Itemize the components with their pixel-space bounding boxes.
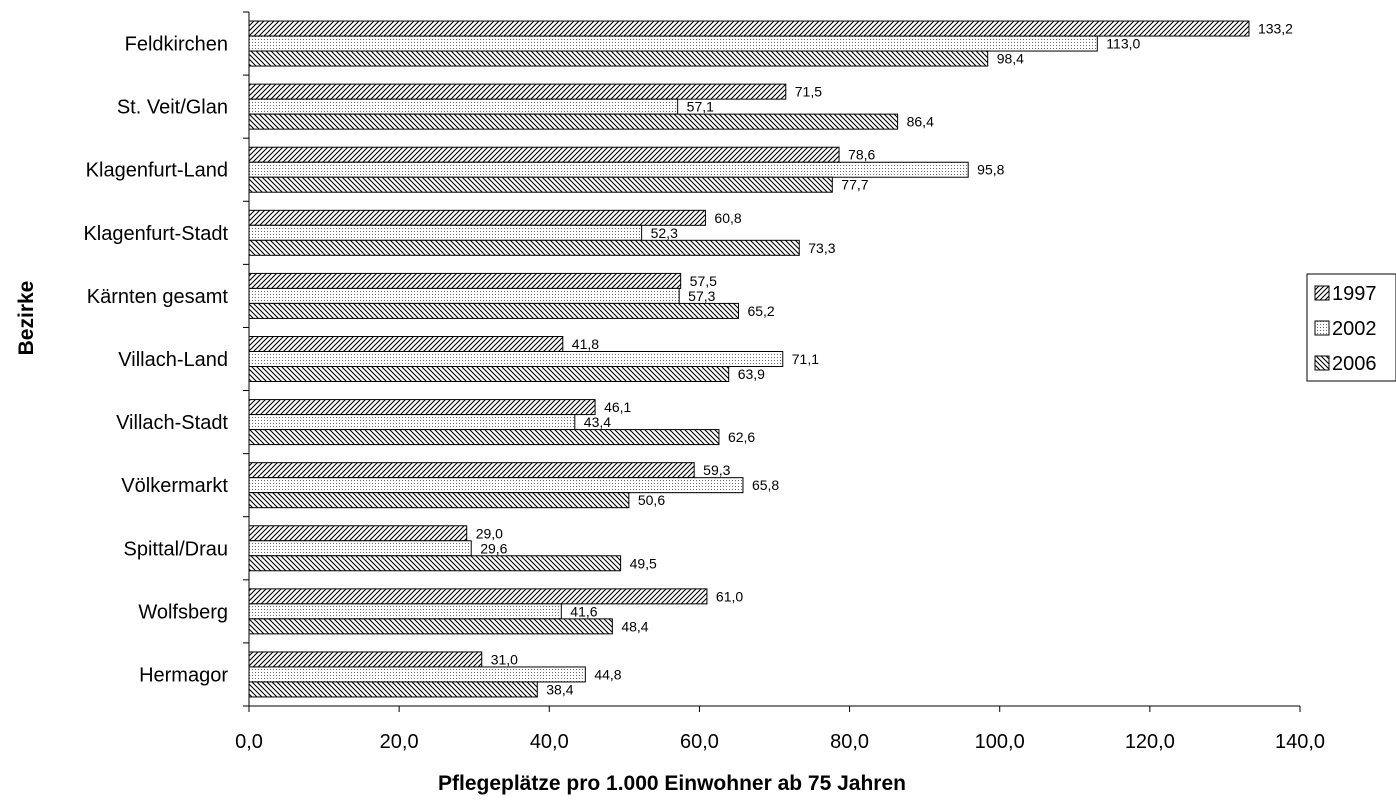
data-label-1997-9: 61,0 [716, 588, 743, 604]
data-label-2002-9: 41,6 [570, 603, 597, 619]
bar-2002-5 [248, 351, 784, 367]
bar-2002-1 [248, 98, 679, 115]
category-label-3: Klagenfurt-Stadt [83, 223, 228, 245]
data-label-2006-2: 77,7 [841, 177, 868, 193]
legend-swatch-2002 [1314, 320, 1330, 336]
bar-2006-9 [248, 618, 613, 635]
bar-1997-7 [248, 462, 695, 479]
data-label-2006-1: 86,4 [907, 114, 934, 130]
category-label-0: Feldkirchen [125, 34, 228, 56]
bar-2006-7 [248, 492, 630, 509]
bar-1997-3 [248, 209, 706, 226]
data-label-2002-5: 71,1 [792, 351, 819, 367]
category-label-10: Hermagor [139, 664, 228, 686]
x-tick-label-1: 20,0 [380, 731, 419, 753]
bar-1997-2 [248, 146, 840, 163]
data-label-2002-8: 29,6 [480, 540, 507, 556]
category-label-4: Kärnten gesamt [87, 286, 229, 308]
data-label-2006-5: 63,9 [738, 366, 765, 382]
data-label-2002-10: 44,8 [594, 666, 621, 682]
bar-2002-10 [248, 666, 586, 683]
category-label-9: Wolfsberg [138, 601, 228, 623]
bar-1997-10 [248, 651, 483, 668]
legend-label-2002: 2002 [1332, 318, 1377, 340]
legend: 1997 2002 2006 [1306, 273, 1396, 382]
bar-2006-8 [248, 555, 622, 572]
legend-label-1997: 1997 [1332, 283, 1377, 305]
bar-2002-7 [248, 477, 744, 494]
category-label-7: Völkermarkt [121, 475, 228, 497]
bar-2006-0 [248, 50, 989, 67]
data-label-2002-1: 57,1 [687, 99, 714, 115]
bar-2002-9 [248, 603, 562, 620]
x-tick-label-0: 0,0 [235, 731, 263, 753]
data-label-2002-7: 65,8 [752, 477, 779, 493]
category-label-1: St. Veit/Glan [117, 97, 228, 119]
data-label-1997-0: 133,2 [1258, 21, 1293, 37]
bar-1997-5 [248, 336, 564, 352]
data-label-1997-4: 57,5 [690, 273, 717, 289]
bar-2006-10 [248, 681, 538, 698]
data-label-1997-6: 46,1 [604, 399, 631, 415]
bar-2002-0 [248, 35, 1098, 52]
data-label-2002-6: 43,4 [584, 414, 611, 430]
data-label-1997-8: 29,0 [476, 525, 503, 541]
data-label-1997-1: 71,5 [795, 84, 822, 100]
data-label-2006-0: 98,4 [997, 51, 1024, 67]
data-label-1997-7: 59,3 [703, 462, 730, 478]
data-label-1997-10: 31,0 [491, 651, 518, 667]
bar-2002-3 [248, 224, 643, 241]
category-label-5: Villach-Land [118, 349, 228, 371]
legend-swatch-2006 [1314, 355, 1330, 371]
x-tick-label-3: 60,0 [680, 731, 719, 753]
x-axis-title: Pflegeplätze pro 1.000 Einwohner ab 75 J… [438, 772, 906, 795]
bar-1997-6 [248, 399, 596, 416]
data-label-2002-0: 113,0 [1106, 36, 1140, 52]
legend-swatch-1997 [1314, 285, 1330, 301]
bar-2006-4 [248, 302, 739, 319]
bar-2002-8 [248, 540, 472, 557]
bar-2006-3 [248, 239, 800, 256]
data-label-2006-6: 62,6 [728, 429, 755, 445]
bar-2006-2 [248, 176, 833, 193]
data-label-2006-3: 73,3 [808, 240, 835, 256]
bar-1997-9 [248, 588, 708, 605]
bar-2002-2 [248, 161, 969, 178]
x-tick-label-2: 40,0 [530, 731, 569, 753]
y-axis-title: Bezirke [15, 281, 38, 356]
data-label-1997-3: 60,8 [714, 210, 741, 226]
bar-1997-8 [248, 525, 468, 542]
x-tick-label-4: 80,0 [830, 731, 869, 753]
legend-label-2006: 2006 [1332, 353, 1377, 375]
data-label-2002-3: 52,3 [651, 225, 678, 241]
bar-2006-1 [248, 113, 899, 130]
data-label-1997-5: 41,8 [572, 336, 599, 352]
bar-2006-6 [248, 429, 720, 446]
bar-2006-5 [248, 366, 730, 382]
bar-1997-4 [248, 272, 682, 289]
category-label-2: Klagenfurt-Land [86, 160, 228, 182]
bar-2002-4 [248, 287, 680, 304]
data-label-2006-8: 49,5 [630, 555, 657, 571]
data-label-2006-4: 65,2 [747, 303, 774, 319]
category-label-8: Spittal/Drau [124, 538, 229, 560]
bar-2002-6 [248, 414, 576, 431]
x-tick-label-6: 120,0 [1125, 731, 1175, 753]
data-label-1997-2: 78,6 [848, 147, 875, 163]
data-label-2006-9: 48,4 [621, 618, 648, 634]
bar-1997-1 [248, 83, 787, 100]
data-label-2002-2: 95,8 [977, 162, 1004, 178]
category-label-6: Villach-Stadt [116, 412, 228, 434]
bar-1997-0 [248, 20, 1250, 37]
x-tick-label-5: 100,0 [975, 731, 1025, 753]
data-label-2002-4: 57,3 [688, 288, 715, 304]
data-label-2006-10: 38,4 [546, 681, 573, 697]
x-tick-label-7: 140,0 [1275, 731, 1325, 753]
data-label-2006-7: 50,6 [638, 492, 665, 508]
